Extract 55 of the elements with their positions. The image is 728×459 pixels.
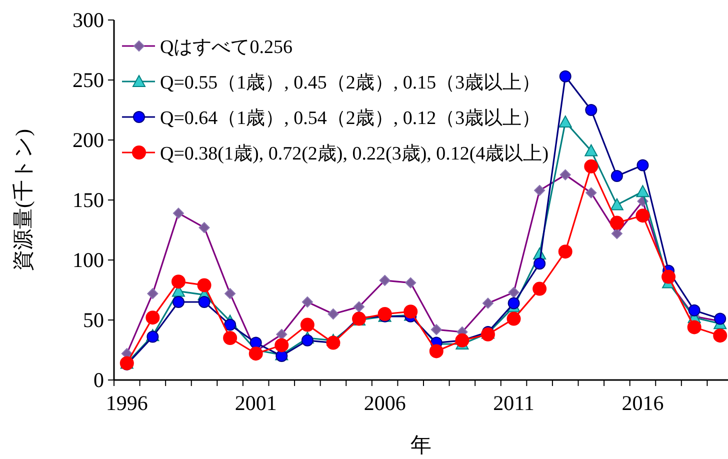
point [224,318,236,331]
point [584,144,598,156]
legend-label: Q=0.55（1歳）, 0.45（2歳）, 0.15（3歳以上） [160,72,541,94]
point [559,70,572,82]
point [610,216,624,230]
x-tick-label: 2011 [493,391,534,415]
point [610,198,624,210]
point [198,296,210,308]
point [636,208,650,223]
point [662,270,676,284]
point [636,185,650,198]
y-tick-label: 150 [72,188,104,212]
point [687,320,702,334]
point [429,344,444,358]
x-axis-title: 年 [410,433,432,457]
point [404,304,418,319]
y-tick-label: 0 [94,368,104,392]
legend-label: Q=0.64（1歳）, 0.54（2歳）, 0.12（3歳以上） [160,108,541,129]
point [301,334,314,346]
x-tick-label: 2006 [364,391,406,415]
point [610,170,623,182]
point [250,336,262,349]
y-axis-title: 資源量(千トン) [11,129,35,271]
point [506,312,521,326]
point [146,310,160,325]
point [558,244,572,259]
y-tick-label: 200 [72,128,104,152]
point [172,296,184,308]
point [300,318,314,332]
point [223,331,238,345]
x-tick-label: 2016 [622,391,664,415]
point [534,258,546,270]
point [585,104,598,116]
point [584,159,598,174]
x-tick-label: 1996 [106,391,148,415]
point [480,327,495,342]
point [274,338,289,352]
y-tick-label: 50 [83,308,104,332]
point [197,278,212,292]
y-tick-label: 100 [72,248,104,272]
x-tick-label: 2001 [234,391,277,415]
legend-label: Q=0.38(1歳), 0.72(2歳), 0.22(3歳), 0.12(4歳以上) [160,144,549,164]
y-tick-label: 250 [72,68,104,92]
point [558,116,572,128]
point [508,297,520,310]
point [713,328,728,343]
point [636,159,649,172]
y-tick-label: 300 [72,8,104,32]
point [532,282,547,296]
point [688,304,700,316]
point [248,346,263,361]
point [171,274,186,289]
legend-label: Qはすべて0.256 [160,37,292,58]
point [276,350,288,362]
point [714,312,726,325]
